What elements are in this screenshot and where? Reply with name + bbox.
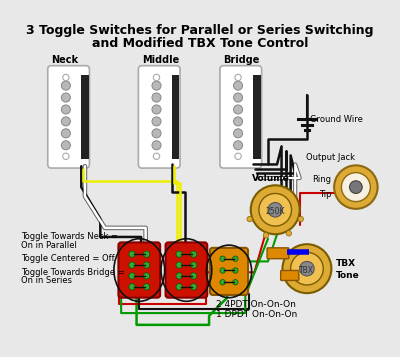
Circle shape: [129, 251, 135, 257]
Circle shape: [220, 280, 225, 285]
FancyBboxPatch shape: [118, 242, 160, 298]
Text: Middle: Middle: [142, 55, 179, 65]
Circle shape: [143, 283, 150, 290]
Text: Volume: Volume: [252, 174, 290, 182]
Circle shape: [176, 251, 182, 257]
Circle shape: [291, 252, 323, 285]
Text: 1 DPDT On-On-On: 1 DPDT On-On-On: [216, 310, 298, 320]
Circle shape: [190, 262, 197, 268]
Text: Ground Wire: Ground Wire: [310, 115, 362, 124]
Circle shape: [268, 202, 282, 217]
Circle shape: [234, 105, 242, 114]
FancyBboxPatch shape: [220, 66, 262, 168]
Text: Toggle Towards Bridge =: Toggle Towards Bridge =: [20, 268, 124, 277]
Circle shape: [190, 283, 197, 290]
Text: Toggle Towards Neck =: Toggle Towards Neck =: [20, 232, 118, 241]
Circle shape: [152, 141, 161, 150]
Circle shape: [234, 141, 242, 150]
Circle shape: [234, 129, 242, 138]
Text: TBX: TBX: [336, 259, 356, 268]
Text: On in Parallel: On in Parallel: [20, 241, 76, 250]
Circle shape: [176, 283, 182, 290]
Circle shape: [233, 256, 238, 261]
Circle shape: [152, 81, 161, 90]
Text: On in Series: On in Series: [20, 276, 72, 285]
Circle shape: [153, 74, 160, 81]
Circle shape: [247, 216, 252, 222]
Circle shape: [235, 153, 241, 160]
Circle shape: [220, 268, 225, 273]
Text: and Modified TBX Tone Control: and Modified TBX Tone Control: [92, 37, 308, 50]
FancyBboxPatch shape: [267, 248, 289, 259]
Circle shape: [341, 172, 370, 202]
Bar: [81, 75, 88, 159]
Circle shape: [152, 129, 161, 138]
Circle shape: [298, 216, 304, 222]
Circle shape: [234, 81, 242, 90]
Circle shape: [282, 244, 332, 293]
Circle shape: [63, 153, 69, 160]
Text: 250K: 250K: [266, 207, 285, 216]
Text: 2 4PDT On-On-On: 2 4PDT On-On-On: [216, 300, 296, 310]
Circle shape: [176, 262, 182, 268]
Circle shape: [233, 280, 238, 285]
Circle shape: [143, 262, 150, 268]
Circle shape: [143, 251, 150, 257]
Circle shape: [63, 74, 69, 81]
Circle shape: [251, 185, 300, 234]
Circle shape: [263, 233, 269, 238]
Bar: [254, 75, 261, 159]
Circle shape: [61, 117, 70, 126]
Circle shape: [220, 256, 225, 261]
FancyBboxPatch shape: [48, 66, 90, 168]
Text: 3 Toggle Switches for Parallel or Series Switching: 3 Toggle Switches for Parallel or Series…: [26, 24, 374, 37]
FancyBboxPatch shape: [166, 242, 207, 298]
Circle shape: [153, 153, 160, 160]
Circle shape: [300, 261, 314, 276]
Circle shape: [190, 251, 197, 257]
Circle shape: [259, 193, 292, 226]
Circle shape: [334, 165, 378, 209]
Text: TBX: TBX: [300, 266, 314, 275]
Circle shape: [61, 141, 70, 150]
Circle shape: [233, 268, 238, 273]
Circle shape: [61, 93, 70, 102]
Circle shape: [234, 93, 242, 102]
Bar: [172, 75, 179, 159]
FancyBboxPatch shape: [210, 248, 248, 295]
Text: Toggle Centered = Off: Toggle Centered = Off: [20, 254, 114, 263]
Text: Bridge: Bridge: [224, 55, 260, 65]
Text: Tip: Tip: [319, 190, 332, 199]
Text: Tone: Tone: [336, 271, 360, 280]
Circle shape: [61, 81, 70, 90]
Circle shape: [152, 93, 161, 102]
FancyBboxPatch shape: [138, 66, 180, 168]
Text: Neck: Neck: [51, 55, 78, 65]
Circle shape: [176, 273, 182, 279]
Circle shape: [152, 105, 161, 114]
Circle shape: [235, 74, 241, 81]
Circle shape: [129, 283, 135, 290]
Circle shape: [286, 231, 292, 236]
Circle shape: [61, 105, 70, 114]
Text: Output Jack: Output Jack: [306, 153, 355, 162]
Circle shape: [61, 129, 70, 138]
Circle shape: [129, 273, 135, 279]
Circle shape: [129, 262, 135, 268]
Circle shape: [234, 117, 242, 126]
Circle shape: [143, 273, 150, 279]
Circle shape: [190, 273, 197, 279]
Circle shape: [350, 181, 362, 193]
Text: Ring: Ring: [312, 175, 332, 184]
Circle shape: [152, 117, 161, 126]
FancyBboxPatch shape: [281, 271, 299, 281]
